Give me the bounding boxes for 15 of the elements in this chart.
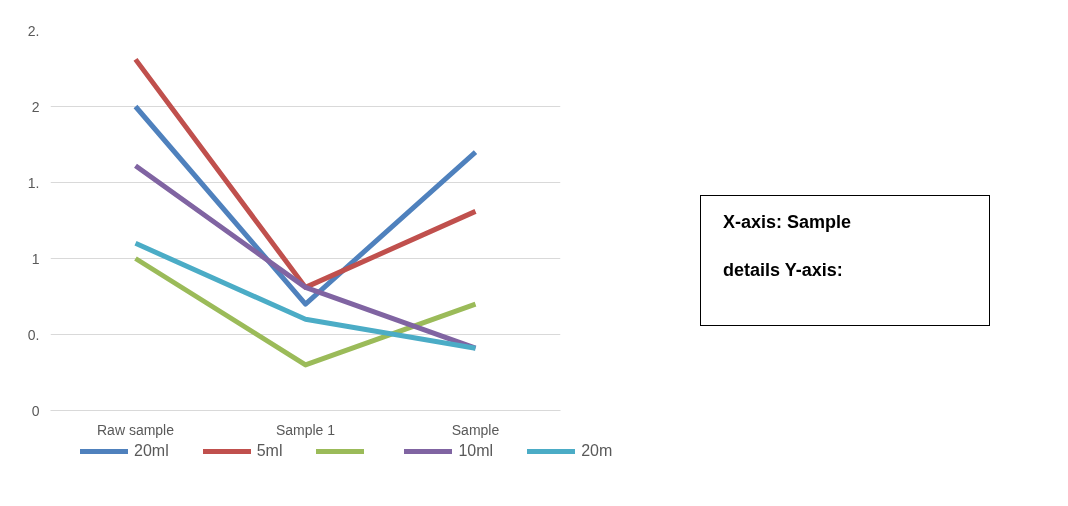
y-tick-label: 1 bbox=[31, 250, 40, 267]
legend-label: 5ml bbox=[256, 442, 283, 460]
legend-label: 10ml bbox=[458, 442, 494, 460]
x-tick-label: Sample bbox=[451, 421, 500, 438]
text: X-axis: Sample bbox=[723, 211, 853, 234]
legend-label: 20m bbox=[581, 442, 613, 460]
legend-label: 20ml bbox=[134, 442, 169, 460]
y-tick-label: 2. bbox=[27, 22, 40, 39]
text: details Y-axis: bbox=[723, 258, 844, 282]
x-tick-label: Sample 1 bbox=[275, 421, 336, 438]
x-tick-label: Raw sample bbox=[96, 421, 175, 438]
y-tick-label: 2 bbox=[31, 98, 40, 115]
y-tick-label: 0 bbox=[31, 402, 40, 419]
y-tick-label: 0. bbox=[27, 326, 40, 343]
y-tick-label: 1. bbox=[27, 174, 40, 191]
